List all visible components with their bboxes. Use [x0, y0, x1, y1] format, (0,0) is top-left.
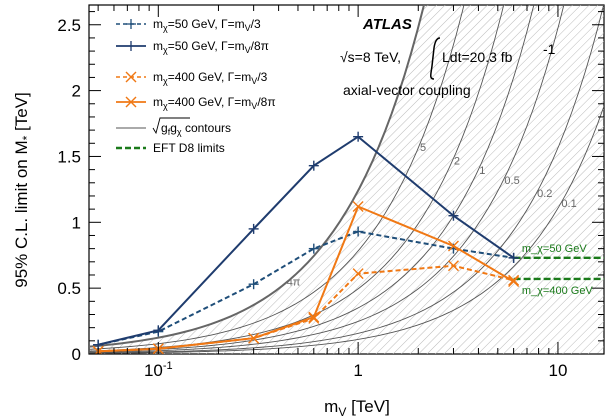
contour-line-6 [89, 5, 465, 350]
series-3-point-6 [447, 260, 459, 272]
legend-entry-1: mχ=50 GeV, Γ=mV/3 [116, 17, 261, 33]
series-3-point-7 [508, 274, 520, 286]
series-4-point-7 [508, 276, 520, 288]
legend-label-1: mχ=50 GeV, Γ=mV/3 [153, 17, 261, 33]
legend-label-2: mχ=50 GeV, Γ=mV/8π [153, 39, 269, 55]
lumi-label: Ldt=20.3 fb [442, 49, 513, 65]
legend-entry-6: EFT D8 limits [116, 141, 225, 155]
eft-limit-lines [513, 256, 604, 281]
contour-label-2: 0.2 [537, 188, 552, 200]
series-2-point-3 [248, 223, 259, 234]
unitarity-hatched-region [89, 5, 604, 354]
y-tick-label-6: 2.5 [57, 16, 81, 35]
atlas-label: ATLAS [362, 16, 412, 33]
series-3-point-5 [352, 268, 364, 280]
x-axis-label: mV [TeV] [324, 397, 390, 419]
x-tick-label-3: 10 [548, 361, 567, 380]
contour-line-1 [89, 106, 604, 354]
eft-label-2: m_χ=400 GeV [522, 285, 594, 297]
series-4-point-6 [447, 240, 459, 252]
eft-labels: m_χ=50 GeV m_χ=400 GeV [522, 243, 594, 297]
y-tick-label-5: 2 [72, 82, 81, 101]
series-2-point-6 [448, 210, 459, 221]
legend-entry-2: mχ=50 GeV, Γ=mV/8π [116, 39, 269, 55]
tick-labels: 10-1 1 10 0 0.5 1 1.5 2 2.5 [57, 16, 567, 380]
y-tick-label-1: 0 [72, 345, 81, 364]
contour-label-1: 0.1 [561, 198, 576, 210]
legend-entry-5: gfgχ contours [116, 117, 231, 137]
series-2-point-4 [308, 160, 319, 171]
legend: mχ=50 GeV, Γ=mV/3 mχ=50 GeV, Γ=mV/8π mχ=… [116, 17, 276, 155]
y-tick-label-4: 1.5 [57, 147, 81, 166]
legend-label-4: mχ=400 GeV, Γ=mV/8π [153, 95, 276, 111]
integral-sign [430, 37, 441, 80]
legend-label-5: gfgχ contours [161, 121, 231, 137]
contour-line-4 [89, 5, 535, 353]
series-3-point-4 [308, 312, 320, 324]
legend-label-3: mχ=400 GeV, Γ=mV/3 [153, 70, 268, 86]
series-2-point-5 [353, 131, 364, 142]
y-label-sub: * [20, 135, 34, 140]
x-label-unit: [TeV] [346, 397, 389, 416]
contour-label-6: 5 [420, 142, 426, 154]
series-2-point-2 [153, 325, 164, 336]
contour-label-5: 2 [454, 155, 460, 167]
contour-label-3: 0.5 [504, 175, 519, 187]
x-tick-label-1: 10-1 [144, 360, 173, 380]
axis-ticks [89, 5, 604, 355]
series-4-point-5 [352, 201, 364, 212]
legend-entry-3: mχ=400 GeV, Γ=mV/3 [116, 70, 268, 86]
contour-line-2 [89, 5, 604, 354]
y-tick-label-3: 1 [72, 213, 81, 232]
energy-label: √s=8 TeV, [340, 49, 401, 65]
series-1-point-3 [248, 279, 259, 290]
series-2-point-7 [508, 252, 519, 263]
y-axis-label: 95% C.L. limit on M* [TeV] [12, 92, 34, 288]
eft-label-1: m_χ=50 GeV [522, 243, 587, 255]
series-4-point-4 [308, 311, 320, 323]
x-tick-label-2: 1 [353, 361, 362, 380]
x-label-sub: V [338, 405, 346, 419]
legend-entry-4: mχ=400 GeV, Γ=mV/8π [116, 95, 276, 111]
annotations: ATLAS √s=8 TeV, Ldt=20.3 fb -1 axial-vec… [340, 16, 556, 98]
y-label-unit: [TeV] [12, 92, 31, 135]
series-4-point-3 [248, 332, 260, 344]
contour-label-7: 4π [287, 277, 301, 289]
coupling-label: axial-vector coupling [343, 82, 471, 98]
contour-label-4: 1 [479, 165, 485, 177]
series-1-point-4 [308, 243, 319, 254]
series-1-point-5 [353, 226, 364, 237]
contour-labels: 0.1 0.2 0.5 1 2 5 4π [287, 142, 577, 288]
lumi-exponent: -1 [543, 41, 556, 57]
contour-line-7 [89, 5, 426, 348]
contour-line-3 [89, 5, 565, 353]
y-tick-label-2: 0.5 [57, 279, 81, 298]
legend-label-6: EFT D8 limits [153, 141, 225, 155]
